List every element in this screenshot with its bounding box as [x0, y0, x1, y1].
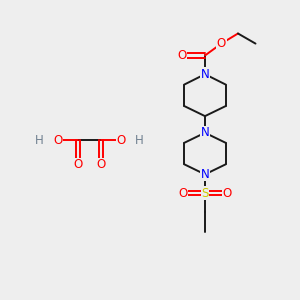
- Text: O: O: [53, 134, 62, 147]
- Text: O: O: [217, 37, 226, 50]
- Text: O: O: [178, 187, 187, 200]
- Text: N: N: [201, 68, 209, 81]
- Text: N: N: [201, 168, 209, 181]
- Text: O: O: [223, 187, 232, 200]
- Text: O: O: [117, 134, 126, 147]
- Text: N: N: [201, 126, 209, 139]
- Text: H: H: [135, 134, 144, 147]
- Text: O: O: [178, 49, 187, 62]
- Text: O: O: [74, 158, 83, 171]
- Text: H: H: [35, 134, 44, 147]
- Text: S: S: [201, 187, 209, 200]
- Text: O: O: [96, 158, 106, 171]
